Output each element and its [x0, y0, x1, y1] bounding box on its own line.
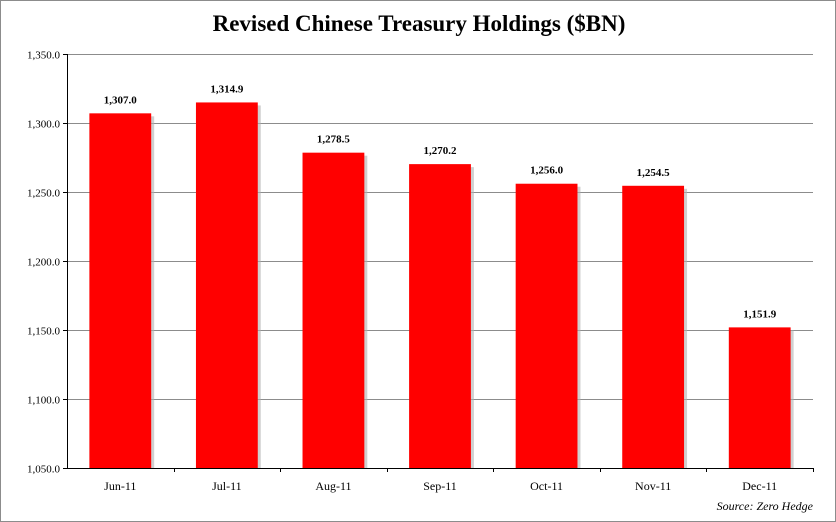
bar	[195, 102, 258, 469]
bar	[728, 327, 791, 468]
bar	[622, 185, 685, 469]
y-tick-label: 1,150.0	[27, 326, 61, 338]
data-label: 1,307.0	[104, 94, 138, 106]
y-tick-label: 1,350.0	[27, 50, 61, 62]
x-tick-label: Oct-11	[530, 479, 563, 493]
y-tick-label: 1,200.0	[27, 257, 61, 269]
data-label: 1,270.2	[424, 145, 458, 157]
data-label: 1,256.0	[530, 165, 564, 177]
y-tick-label: 1,250.0	[27, 188, 61, 200]
y-tick-label: 1,050.0	[27, 464, 61, 476]
data-label: 1,278.5	[317, 134, 351, 146]
bar	[515, 183, 578, 468]
x-tick-label: Sep-11	[423, 479, 457, 493]
y-tick-label: 1,300.0	[27, 119, 61, 131]
data-label: 1,314.9	[210, 83, 244, 95]
x-tick-label: Dec-11	[742, 479, 777, 493]
data-label: 1,151.9	[743, 308, 777, 320]
bar	[302, 152, 365, 469]
source-note: Source: Zero Hedge	[716, 499, 813, 513]
x-tick-label: Nov-11	[635, 479, 671, 493]
y-tick-label: 1,100.0	[27, 395, 61, 407]
data-label: 1,254.5	[637, 167, 671, 179]
bar	[409, 164, 471, 468]
chart-title: Revised Chinese Treasury Holdings ($BN)	[212, 11, 626, 36]
x-tick-label: Jul-11	[212, 479, 242, 493]
axes	[63, 54, 814, 472]
bars	[89, 102, 794, 469]
labels: 1,050.0 1,100.0 1,150.0 1,200.0 1,250.0 1,300…	[27, 50, 777, 494]
bar	[89, 113, 152, 468]
x-tick-label: Aug-11	[315, 479, 351, 493]
x-tick-label: Jun-11	[104, 479, 136, 493]
